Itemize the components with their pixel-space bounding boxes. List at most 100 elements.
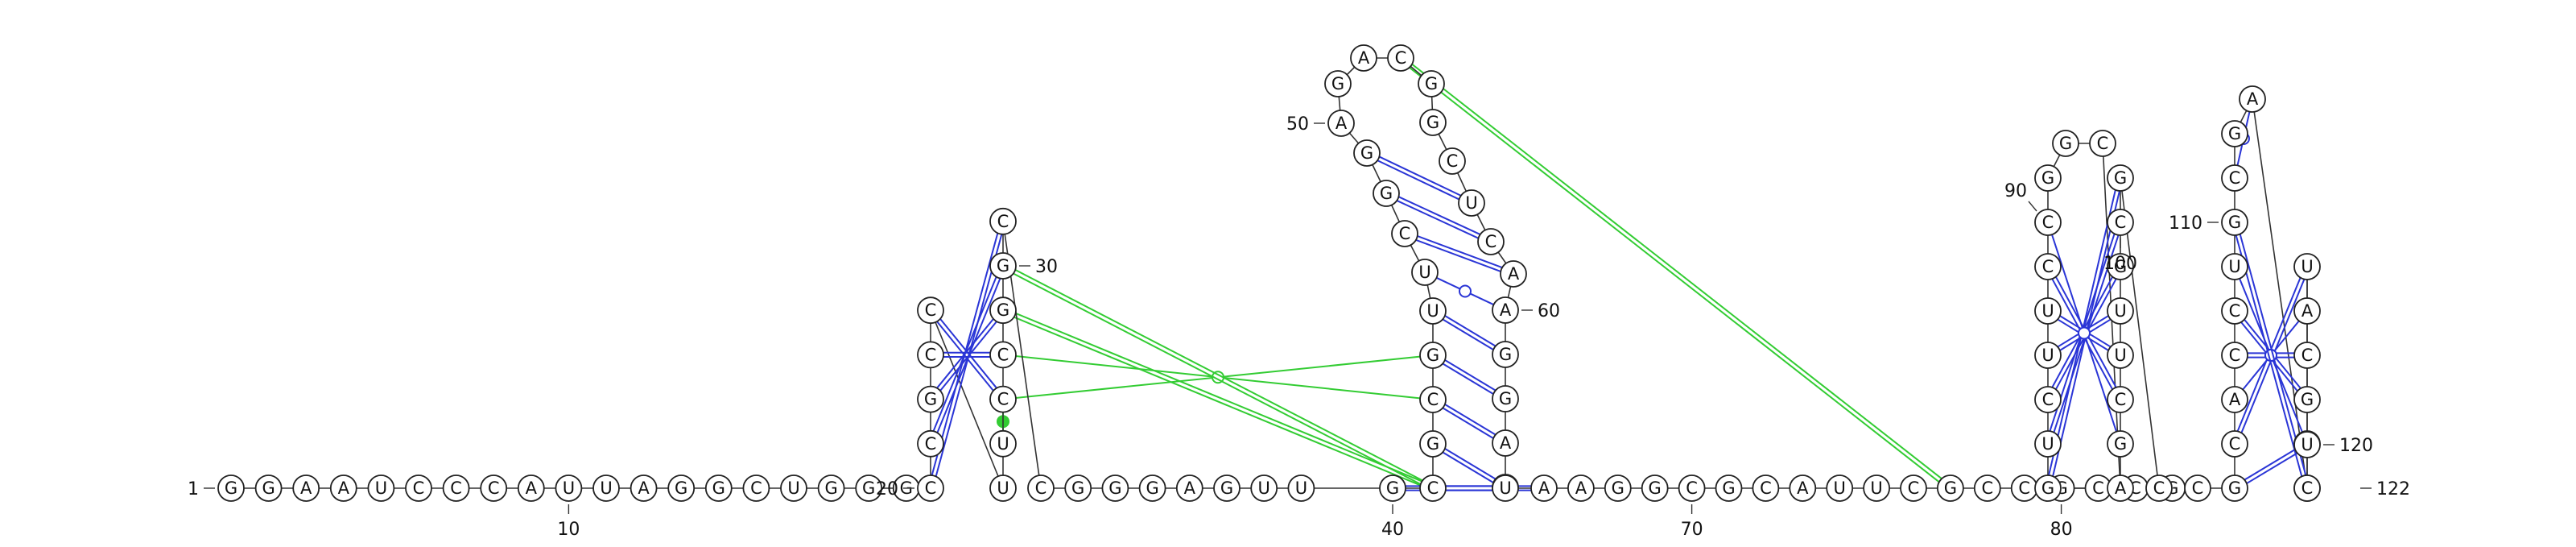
nucleotide: G — [2293, 386, 2321, 413]
nucleotide-circle — [1604, 474, 1632, 502]
nucleotide: C — [2107, 386, 2134, 413]
nucleotide: C — [2034, 253, 2062, 280]
nucleotide-circle — [917, 429, 944, 458]
nucleotide-circle — [1715, 474, 1743, 502]
nucleotide: A — [292, 474, 320, 502]
nucleotide: U — [2107, 342, 2134, 369]
nucleotide-circle — [2034, 253, 2062, 280]
nucleotide: U — [1411, 259, 1439, 286]
nucleotide: C — [1419, 386, 1447, 413]
nucleotide-circle — [1064, 474, 1092, 502]
nucleotide: G — [989, 252, 1017, 280]
nucleotide-circle — [2221, 297, 2248, 325]
nucleotide-circle — [2107, 253, 2134, 280]
position-label: 110 — [2169, 213, 2219, 234]
nucleotide: C — [917, 429, 944, 458]
nucleotide-circle — [1936, 474, 1964, 502]
nucleotide-circle — [917, 296, 944, 325]
position-label-text: 50 — [1286, 114, 1309, 135]
position-label-text: 110 — [2169, 213, 2202, 234]
nucleotide: U — [1287, 474, 1315, 502]
nucleotide-circle — [1379, 474, 1406, 502]
tertiary-interaction-line — [1015, 312, 1422, 483]
nucleotide-circle — [1350, 44, 1377, 72]
nucleotide: A — [1492, 429, 1519, 457]
nucleotide: G — [1373, 180, 1400, 207]
nucleotide-letter: G — [1944, 479, 1957, 498]
nucleotide-letter: C — [2097, 134, 2109, 153]
nucleotide-circle — [989, 385, 1017, 413]
position-label-text: 80 — [2050, 520, 2073, 540]
nucleotide: G — [2034, 474, 2062, 502]
nucleotide-letter: C — [2042, 213, 2054, 232]
position-label-text: 1 — [188, 479, 199, 499]
position-label-text: 40 — [1381, 520, 1404, 540]
tertiary-interaction-layer — [997, 64, 1942, 487]
nucleotide-circle — [2034, 386, 2062, 413]
nucleotide: A — [1500, 260, 1527, 288]
nucleotide-circle — [1752, 474, 1780, 502]
tertiary-interaction-line — [1014, 269, 1423, 482]
nucleotide-circle — [2221, 164, 2248, 192]
base-pair-line — [1442, 407, 1494, 439]
nucleotide-letter: C — [1908, 479, 1920, 498]
base-pair-line — [1415, 239, 1501, 272]
base-pair-line — [1442, 451, 1494, 483]
nucleotide-circle — [2107, 164, 2134, 192]
nucleotide-letter: A — [1575, 479, 1587, 498]
nucleotide-circle — [2293, 474, 2321, 502]
nucleotide: U — [780, 474, 807, 502]
nucleotide: G — [2052, 130, 2079, 157]
nucleotide: G — [2221, 474, 2248, 502]
nucleotide-letter: G — [675, 479, 687, 498]
nucleotide: U — [1458, 189, 1485, 217]
nucleotide-letter: C — [2301, 346, 2314, 365]
nucleotide-letter: C — [1447, 151, 1459, 171]
nucleotide: C — [742, 474, 770, 502]
nucleotide: C — [917, 474, 944, 502]
position-label: 40 — [1381, 504, 1404, 540]
base-pair-line — [1442, 363, 1494, 395]
nucleotide-circle — [2221, 120, 2248, 147]
nucleotide: U — [2107, 297, 2134, 325]
nucleotide: G — [2107, 430, 2134, 458]
base-pair-line — [2246, 452, 2298, 484]
nucleotide-letter: G — [2059, 134, 2072, 153]
nucleotide-circle — [1419, 386, 1447, 413]
nucleotide-letter: C — [2229, 168, 2241, 188]
nucleotide: C — [1027, 474, 1055, 502]
nucleotide-circle — [1439, 147, 1466, 175]
nucleotide-letter: G — [1220, 479, 1233, 498]
nucleotide-circle — [2052, 130, 2079, 157]
nucleotide: G — [667, 474, 696, 502]
nucleotide-circle — [2221, 209, 2248, 236]
nucleotide: G — [1418, 70, 1445, 97]
nucleotide-circle — [1387, 44, 1414, 72]
nucleotide-circle — [1678, 474, 1706, 502]
nucleotide: C — [405, 474, 432, 502]
nucleotide-circle — [2107, 386, 2134, 413]
nucleotide-circle — [2293, 297, 2321, 325]
nucleotide-letter: G — [1612, 479, 1624, 498]
position-label: 50 — [1286, 114, 1325, 135]
nucleotide-letter: G — [1426, 434, 1439, 454]
nucleotide: A — [1567, 474, 1595, 502]
nucleotide-circle — [1492, 429, 1519, 457]
nucleotide: C — [989, 385, 1017, 413]
nucleotide-circle — [254, 474, 283, 502]
nucleotide-circle — [989, 429, 1017, 458]
nucleotide-circle — [1250, 474, 1278, 502]
nucleotide-circle — [1567, 474, 1595, 502]
nucleotide-letter: C — [1981, 479, 1993, 498]
position-label: 20 — [876, 479, 914, 499]
nucleotide-circle — [917, 474, 944, 502]
tertiary-interaction-line — [1013, 272, 1422, 485]
nucleotide: G — [989, 296, 1017, 325]
nucleotide-circle — [1419, 297, 1447, 325]
nucleotide-circle — [2107, 474, 2134, 502]
nucleotide: G — [1324, 70, 1352, 97]
nucleotide-letter: A — [338, 479, 350, 498]
nucleotide: A — [630, 474, 658, 502]
nucleotide: C — [442, 474, 470, 502]
nucleotide-letter: G — [1108, 479, 1121, 498]
